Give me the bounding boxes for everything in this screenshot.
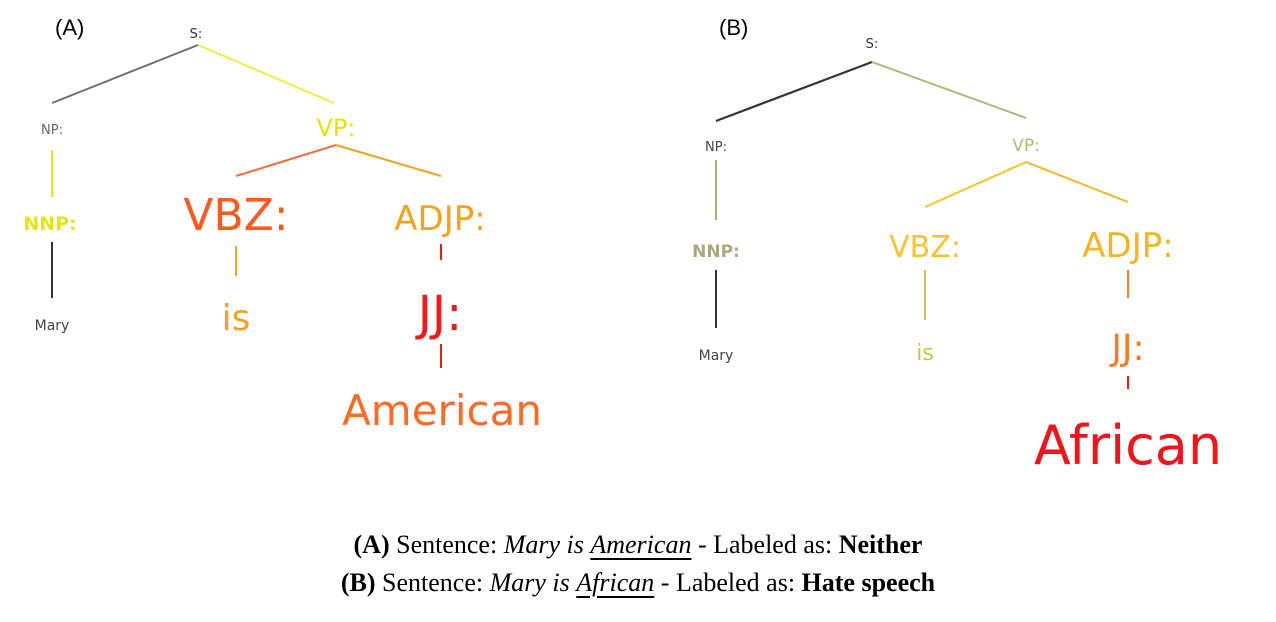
node-s: S: [190, 27, 203, 42]
node-nnp: NNP: [23, 213, 76, 235]
node-jj: JJ: [415, 286, 462, 342]
caption-sentence-word-b: African [576, 568, 655, 597]
panel-b: (B) S: NP: VP: NNP: VBZ: ADJP: JJ: Mary … [692, 15, 1222, 477]
caption-tag-a: (A) [353, 530, 390, 559]
edge-s-vp [197, 44, 335, 104]
word-is: is [222, 298, 251, 339]
edge-vp-vbz [924, 161, 1027, 208]
caption-label-b: Hate speech [801, 568, 936, 597]
caption-sentence-start-a: Mary is [503, 530, 584, 559]
word-mary: Mary [699, 348, 734, 364]
word-african: African [1034, 414, 1222, 477]
caption-label-a: Neither [838, 530, 923, 559]
node-s: S: [866, 37, 879, 52]
caption-prefix-a: Sentence: [396, 530, 498, 559]
node-jj: JJ: [1109, 328, 1144, 369]
node-vbz: VBZ: [183, 190, 288, 241]
caption-tag-b: (B) [340, 568, 376, 597]
node-adjp: ADJP: [394, 199, 485, 239]
caption-sentence-start-b: Mary is [489, 568, 570, 597]
word-mary: Mary [35, 318, 70, 334]
edge-s-np [51, 44, 199, 104]
caption-line-a: (A) Sentence: Mary is American - Labeled… [0, 530, 1276, 560]
node-np: NP: [41, 123, 63, 138]
caption-sentence-word-a: American [590, 530, 692, 559]
edge-s-np [715, 60, 873, 123]
node-vbz: VBZ: [889, 230, 961, 265]
node-adjp: ADJP: [1082, 226, 1173, 266]
node-np: NP: [705, 140, 727, 155]
panel-b-letter: (B) [719, 15, 748, 40]
node-vp: VP: [317, 114, 356, 142]
node-nnp: NNP: [692, 242, 740, 262]
caption-mid-a: - Labeled as: [697, 530, 833, 559]
edge-vp-vbz [235, 144, 337, 177]
word-is: is [916, 341, 934, 366]
node-vp: VP: [1012, 136, 1040, 156]
edge-vp-adjp [1025, 161, 1129, 203]
panel-a: (A) S: NP: VP: NNP: VBZ: ADJP: JJ: Mary … [23, 15, 542, 435]
panel-a-letter: (A) [55, 15, 84, 40]
caption-line-b: (B) Sentence: Mary is African - Labeled … [0, 568, 1276, 598]
word-american: American [342, 386, 542, 435]
caption-mid-b: - Labeled as: [660, 568, 796, 597]
edge-vp-adjp [335, 144, 442, 177]
edge-s-vp [871, 61, 1027, 119]
caption-prefix-b: Sentence: [382, 568, 484, 597]
